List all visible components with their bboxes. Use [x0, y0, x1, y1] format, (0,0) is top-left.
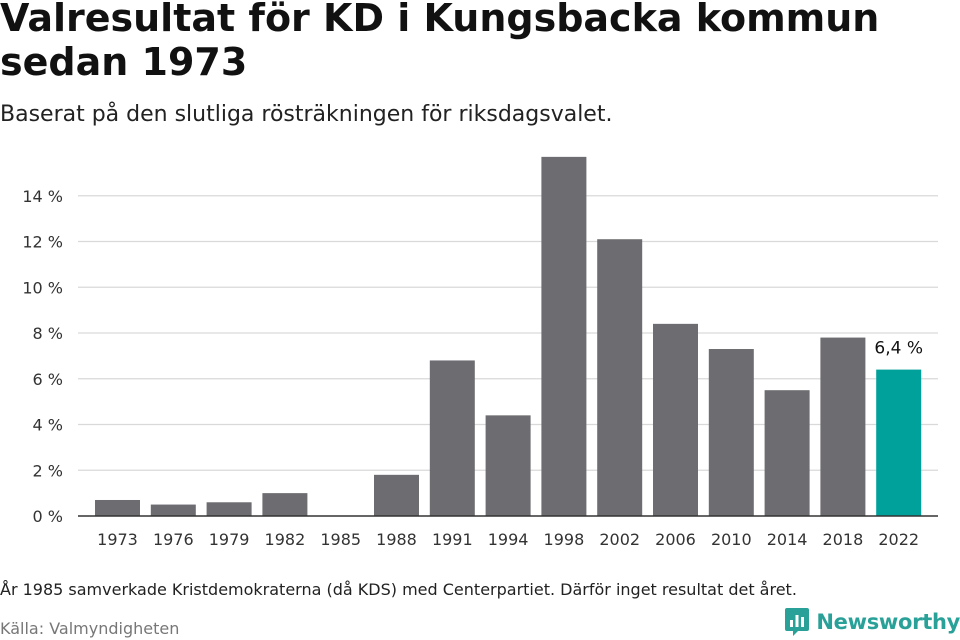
x-tick-label: 2022: [878, 530, 919, 549]
bar-2018: [820, 337, 866, 516]
chart-title: Valresultat för KD i Kungsbacka kommun s…: [0, 0, 880, 84]
y-tick-label: 12 %: [22, 233, 63, 252]
x-tick-label: 2014: [767, 530, 808, 549]
bar-2022: [876, 369, 922, 516]
bar-1973: [95, 499, 140, 516]
y-tick-label: 4 %: [33, 416, 63, 435]
bar-2002: [597, 239, 643, 516]
bars: [95, 156, 922, 517]
bar-1991: [429, 360, 475, 516]
x-tick-label: 2010: [711, 530, 752, 549]
x-axis-ticks: 1973 1976 1979 1982 1985 1988 1991 1994 1998 2002…: [97, 530, 919, 549]
newsworthy-logo-icon: [785, 608, 810, 636]
data-label: 6,4 %: [874, 339, 923, 359]
x-tick-label: 2006: [655, 530, 696, 549]
source-credit: Källa: Valmyndigheten: [0, 619, 180, 638]
bar-1982: [262, 493, 308, 516]
gridlines: [78, 195, 938, 471]
x-tick-label: 1979: [209, 530, 250, 549]
footnote: År 1985 samverkade Kristdemokraterna (då…: [0, 580, 797, 599]
x-tick-label: 1985: [320, 530, 361, 549]
x-tick-label: 1982: [265, 530, 306, 549]
x-tick-label: 2018: [823, 530, 864, 549]
bar-2010: [708, 349, 754, 516]
x-tick-label: 1988: [376, 530, 417, 549]
y-tick-label: 10 %: [22, 278, 63, 297]
y-tick-label: 6 %: [33, 370, 63, 389]
bar-1998: [541, 156, 587, 517]
y-tick-label: 8 %: [33, 324, 63, 343]
x-tick-label: 1994: [488, 530, 529, 549]
y-axis-ticks: 0 % 2 % 4 % 6 % 8 % 10 % 12 % 14 %: [22, 187, 63, 526]
x-tick-label: 1991: [432, 530, 473, 549]
y-tick-label: 14 %: [22, 187, 63, 206]
brand-logo: Newsworthy: [784, 606, 960, 638]
bar-2006: [653, 323, 698, 516]
x-tick-label: 1998: [544, 530, 585, 549]
bar-1976: [150, 504, 196, 516]
bar-1988: [374, 474, 419, 516]
bar-1994: [485, 415, 531, 516]
chart-subtitle: Baserat på den slutliga rösträkningen fö…: [0, 102, 613, 127]
x-tick-label: 1976: [153, 530, 194, 549]
bar-1979: [206, 502, 252, 516]
bar-chart: 0 % 2 % 4 % 6 % 8 % 10 % 12 % 14 % 1973 1976 1979…: [22, 156, 938, 549]
y-tick-label: 2 %: [33, 461, 63, 480]
data-labels: 6,4 %: [874, 339, 923, 359]
y-tick-label: 0 %: [33, 507, 63, 526]
bar-2014: [764, 390, 810, 516]
x-tick-label: 2002: [599, 530, 640, 549]
brand-name: Newsworthy: [816, 610, 960, 634]
x-tick-label: 1973: [97, 530, 138, 549]
